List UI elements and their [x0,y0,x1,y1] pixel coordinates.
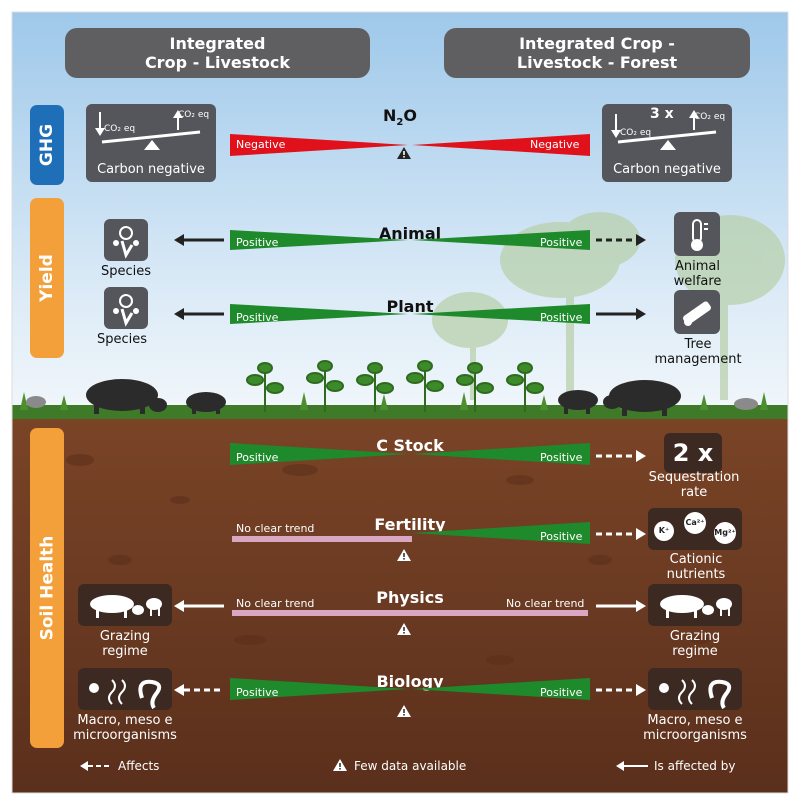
c-stock-left-label: Positive [236,451,279,464]
arrow-left-solid [174,308,224,320]
arrow-right-solid [596,308,646,320]
fertility-right-label: Positive [540,530,583,543]
calcium-ion: Ca²⁺ [684,512,706,534]
c-stock-bar [230,443,590,465]
arrow-left-dashed [174,684,224,696]
warning-icon [397,705,411,717]
legend-affected-by: Is affected by [654,759,736,773]
plant-title: Plant [386,297,434,316]
cationic-nutrients-box: K⁺ Ca²⁺ Mg²⁺ [648,508,742,550]
tab-ghg: GHG [30,105,64,185]
grazing-regime-icon-left [78,584,172,626]
arrow-left-solid [174,234,224,246]
n2o-title: N2O [383,106,417,129]
legend-solid-arrow-icon [616,761,648,771]
cattle [86,379,681,416]
header-crop-livestock: Integrated Crop - Livestock [65,28,370,78]
sky [12,12,788,417]
grazing-regime-label-right: Grazing regime [669,629,721,659]
fertility-bar [232,522,590,544]
species-label-1: Species [100,264,152,279]
carbon-negative-box-left: CO₂ eq CO₂ eq Carbon negative [86,104,216,182]
crop-plants [246,360,544,412]
arrow-right-dashed [596,684,646,696]
animal-bar [230,230,590,250]
arrow-right-dashed [596,528,646,540]
plant-left-label: Positive [236,311,279,324]
biology-left-label: Positive [236,686,279,699]
co2-eq-down-label: CO₂ eq [104,124,136,134]
grazing-regime-label-left: Grazing regime [99,629,151,659]
legend-warning-icon [333,759,347,771]
organisms-label-right: Macro, meso e microorganisms [643,713,747,743]
warning-icon [397,147,411,159]
balance-scale-icon [611,110,717,150]
tree-management-label: Tree management [654,337,742,367]
physics-title: Physics [376,588,444,607]
animal-welfare-label: Animal welfare [673,259,722,289]
arrow-right-dashed [596,234,646,246]
organisms-label-left: Macro, meso e microorganisms [73,713,177,743]
warning-icon [397,549,411,561]
tab-yield: Yield [30,198,64,358]
biology-title: Biology [376,672,444,691]
species-icon [104,287,148,329]
magnesium-ion: Mg²⁺ [714,522,736,544]
biology-right-label: Positive [540,686,583,699]
c-stock-right-label: Positive [540,451,583,464]
plant-bar [230,304,590,324]
fertility-left-label: No clear trend [236,522,315,535]
header-crop-livestock-forest: Integrated Crop - Livestock - Forest [444,28,750,78]
plant-right-label: Positive [540,311,583,324]
animal-left-label: Positive [236,236,279,249]
species-label-2: Species [96,332,148,347]
warning-icon [397,623,411,635]
legend-affects: Affects [118,759,160,773]
carbon-negative-caption-right: Carbon negative [613,162,721,177]
co2-eq-up-label: CO₂ eq [694,112,726,122]
thermometer-icon [674,212,720,256]
arrow-left-solid [174,600,224,612]
c-stock-title: C Stock [376,436,444,455]
co2-eq-up-label: CO₂ eq [178,110,210,120]
physics-bar [232,610,588,616]
physics-left-label: No clear trend [236,597,315,610]
animal-right-label: Positive [540,236,583,249]
co2-eq-down-label: CO₂ eq [620,128,652,138]
carbon-negative-caption-left: Carbon negative [97,162,205,177]
n2o-right-label: Negative [530,138,580,151]
faint-trees [432,212,785,400]
animal-title: Animal [378,224,442,243]
sequestration-rate-label: Sequestration rate [648,470,740,500]
legend-dashed-arrow-icon [80,761,112,771]
grazing-regime-icon-right [648,584,742,626]
organisms-icon-left [78,668,172,710]
physics-right-label: No clear trend [506,597,585,610]
arrow-right-dashed [596,450,646,462]
balance-scale-icon [95,110,201,150]
species-icon [104,219,148,261]
n2o-left-label: Negative [236,138,286,151]
organisms-icon-right [648,668,742,710]
multiplier-label: 3 x [650,106,674,122]
tab-soil-health: Soil Health [30,428,64,748]
chainsaw-icon [674,290,720,334]
n2o-bar [230,134,590,156]
sequestration-multiplier-box: 2 x [664,433,722,473]
carbon-negative-box-right: 3 x CO₂ eq CO₂ eq Carbon negative [602,104,732,182]
potassium-ion: K⁺ [654,521,674,541]
biology-bar [230,678,590,700]
fertility-title: Fertility [374,515,446,534]
cationic-nutrients-label: Cationic nutrients [666,552,726,582]
arrow-right-solid [596,600,646,612]
calves [26,396,758,410]
legend-few-data: Few data available [354,759,467,773]
